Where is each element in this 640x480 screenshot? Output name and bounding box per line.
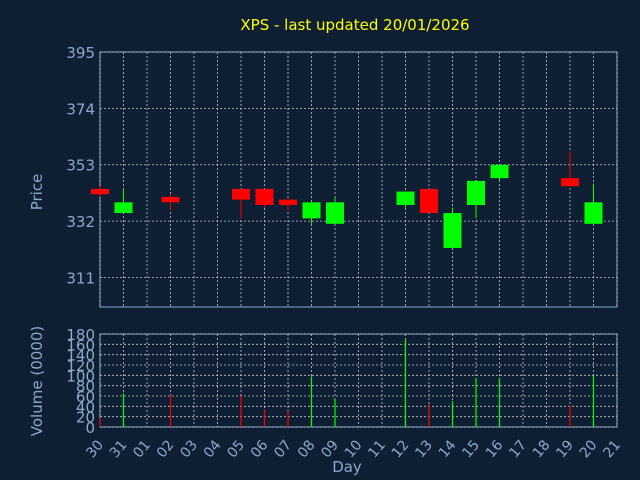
volume-tick-label: 100: [66, 367, 95, 385]
x-tick-label: 03: [177, 437, 201, 461]
x-tick-label: 18: [530, 437, 554, 461]
x-tick-label: 16: [483, 437, 507, 461]
x-axis-label: Day: [332, 458, 362, 476]
candle-body: [161, 196, 180, 203]
candle-body: [326, 202, 344, 224]
candle-body: [443, 213, 462, 248]
chart-title: XPS - last updated 20/01/2026: [240, 16, 469, 34]
volume-tick-label: 80: [76, 378, 95, 396]
x-tick-label: 15: [459, 437, 483, 461]
x-tick-label: 05: [224, 437, 248, 461]
candle-body: [302, 202, 321, 219]
price-tick-label: 353: [66, 157, 95, 175]
candle-body: [232, 188, 250, 200]
volume-tick-label: 160: [66, 336, 95, 354]
x-tick-label: 12: [389, 437, 413, 461]
price-panel: 311 332 353 374 395: [66, 44, 618, 308]
candle-body: [490, 164, 509, 179]
x-tick-label: 01: [130, 437, 154, 461]
candle-body: [467, 180, 485, 205]
x-tick-label: 17: [506, 437, 530, 461]
x-tick-label: 07: [271, 437, 295, 461]
x-tick-label: 06: [248, 437, 272, 461]
volume-tick-label: 120: [66, 357, 95, 375]
x-tick-label: 04: [201, 437, 225, 461]
volume-axis-label: Volume (0000): [28, 326, 46, 436]
x-tick-label: 30: [83, 437, 107, 461]
candle-body: [114, 202, 133, 214]
x-tick-label: 13: [412, 437, 436, 461]
price-tick-label: 374: [66, 100, 95, 118]
x-tick-label: 19: [553, 437, 577, 461]
volume-tick-label: 20: [76, 409, 95, 427]
x-tick-label: 11: [365, 437, 389, 461]
x-tick-label: 14: [436, 437, 460, 461]
volume-tick-label: 180: [66, 326, 95, 344]
x-tick-label: 31: [107, 437, 131, 461]
price-tick-label: 395: [66, 44, 95, 62]
x-tick-label: 08: [295, 437, 319, 461]
candle-body: [584, 202, 603, 224]
volume-tick-label: 40: [76, 398, 95, 416]
candle-body: [561, 178, 579, 187]
x-tick-label: 21: [600, 437, 624, 461]
x-tick-label: 02: [154, 437, 178, 461]
price-tick-label: 311: [66, 269, 95, 287]
volume-tick-label: 0: [85, 419, 95, 437]
candle-body: [255, 188, 274, 205]
candle-body: [91, 188, 109, 195]
candle-body: [420, 188, 438, 214]
candle-body: [279, 199, 297, 205]
x-tick-label: 20: [577, 437, 601, 461]
volume-tick-label: 60: [76, 388, 95, 406]
price-tick-label: 332: [66, 213, 95, 231]
price-axis-label: Price: [28, 174, 46, 211]
candle-body: [396, 191, 415, 205]
volume-tick-label: 140: [66, 347, 95, 365]
